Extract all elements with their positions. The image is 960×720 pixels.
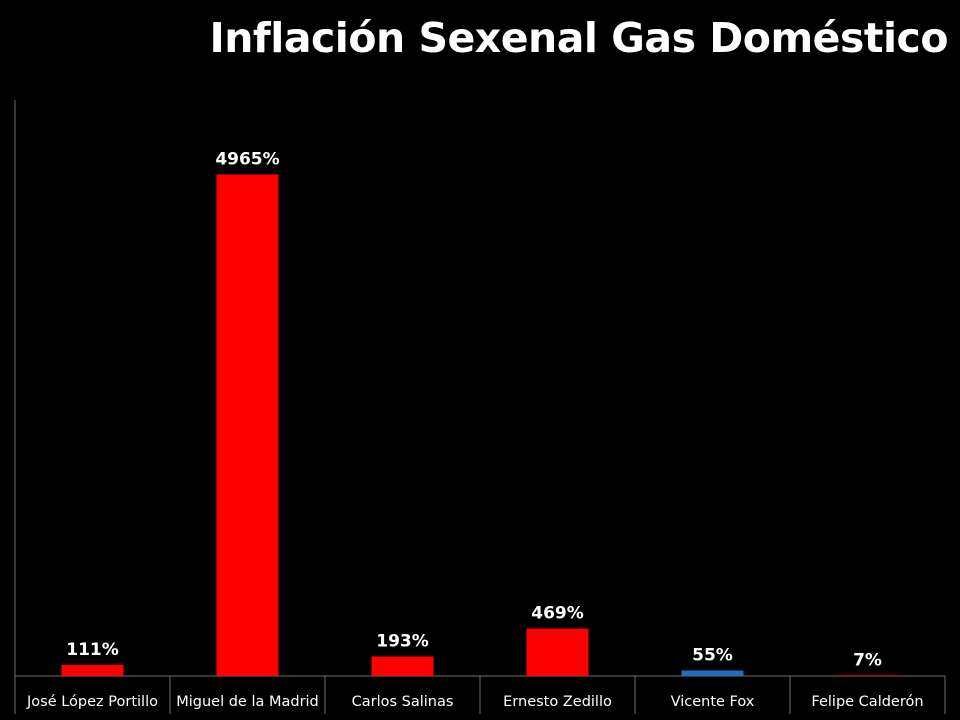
chart-data-labels: 111% 4965% 193% 469% 55% 7% bbox=[66, 149, 882, 670]
category-label-3: Ernesto Zedillo bbox=[503, 694, 612, 710]
chart-axes bbox=[14, 100, 946, 714]
chart-bars bbox=[61, 174, 899, 676]
bar-2 bbox=[371, 656, 434, 676]
category-label-4: Vicente Fox bbox=[671, 694, 755, 710]
data-label-2: 193% bbox=[376, 632, 429, 652]
bar-1 bbox=[216, 174, 279, 676]
data-label-4: 55% bbox=[692, 645, 733, 665]
category-label-5: Felipe Calderón bbox=[811, 694, 923, 710]
bar-5 bbox=[836, 675, 899, 676]
data-label-0: 111% bbox=[66, 640, 119, 660]
bar-3 bbox=[526, 628, 589, 676]
chart-category-labels: José López Portillo Miguel de la Madrid Ca… bbox=[26, 694, 924, 710]
category-label-2: Carlos Salinas bbox=[352, 694, 454, 710]
bar-0 bbox=[61, 664, 124, 676]
data-label-3: 469% bbox=[531, 604, 584, 624]
category-label-0: José López Portillo bbox=[26, 694, 158, 710]
data-label-1: 4965% bbox=[215, 149, 279, 169]
data-label-5: 7% bbox=[853, 650, 882, 670]
bar-4 bbox=[681, 670, 744, 676]
category-label-1: Miguel de la Madrid bbox=[176, 694, 319, 710]
chart-title: Inflación Sexenal Gas Doméstico bbox=[209, 14, 948, 62]
